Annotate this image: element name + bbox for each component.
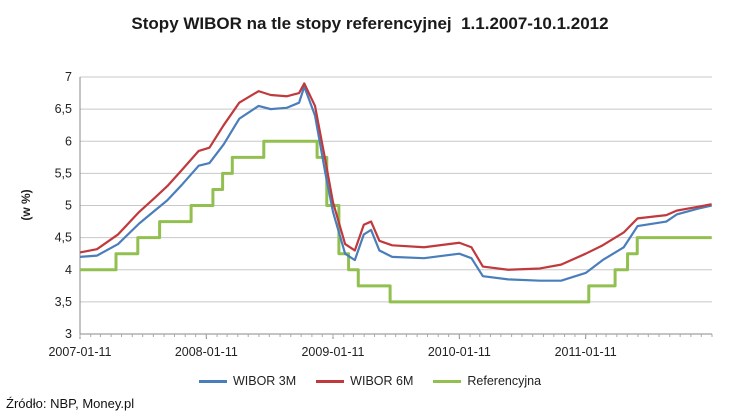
series-line-referencyjna [80, 139, 712, 304]
y-axis-label: (w %) [19, 189, 33, 220]
y-tick-label: 5 [65, 199, 72, 213]
legend-item-wibor-3m: WIBOR 3M [198, 374, 297, 388]
series-layer [79, 82, 712, 304]
y-tick-label: 6 [65, 134, 72, 148]
y-tick-label: 3 [65, 327, 72, 341]
legend-swatch-wibor-6m [316, 379, 345, 383]
x-tick-label: 2011-01-11 [555, 345, 617, 359]
legend-label-wibor-3m: WIBOR 3M [232, 374, 297, 388]
x-tick-label: 2009-01-11 [301, 345, 364, 359]
y-tick-label: 5,5 [55, 166, 72, 180]
y-tick-label: 7 [65, 70, 72, 84]
legend-item-referencyjna: Referencyjna [433, 374, 541, 388]
legend-item-wibor-6m: WIBOR 6M [316, 374, 413, 388]
y-tick-label: 6,5 [55, 102, 72, 116]
y-tick-label: 4,5 [55, 231, 72, 245]
grid-layer [80, 76, 712, 335]
series-line-wibor-6m [79, 82, 712, 271]
series-line-wibor-3m [79, 85, 712, 282]
legend: WIBOR 3M WIBOR 6M Referencyjna [0, 374, 740, 388]
chart-title: Stopy WIBOR na tle stopy referencyjnej 1… [131, 14, 609, 33]
legend-label-wibor-6m: WIBOR 6M [350, 374, 414, 388]
legend-swatch-referencyjna [433, 379, 462, 383]
y-tick-label: 4 [65, 263, 72, 277]
axis-layer: 3 3,5 4 4,5 5 5,5 6 6,5 7 2007-01-11 2008-01-11 200… [48, 70, 713, 359]
source-note: Źródło: NBP, Money.pl [6, 396, 135, 411]
legend-swatch-wibor-3m [198, 379, 227, 383]
x-tick-label: 2010-01-11 [428, 345, 491, 359]
x-tick-label: 2007-01-11 [48, 345, 111, 359]
x-tick-label: 2008-01-11 [175, 345, 238, 359]
y-tick-label: 3,5 [55, 295, 72, 309]
legend-label-referencyjna: Referencyjna [467, 374, 542, 388]
